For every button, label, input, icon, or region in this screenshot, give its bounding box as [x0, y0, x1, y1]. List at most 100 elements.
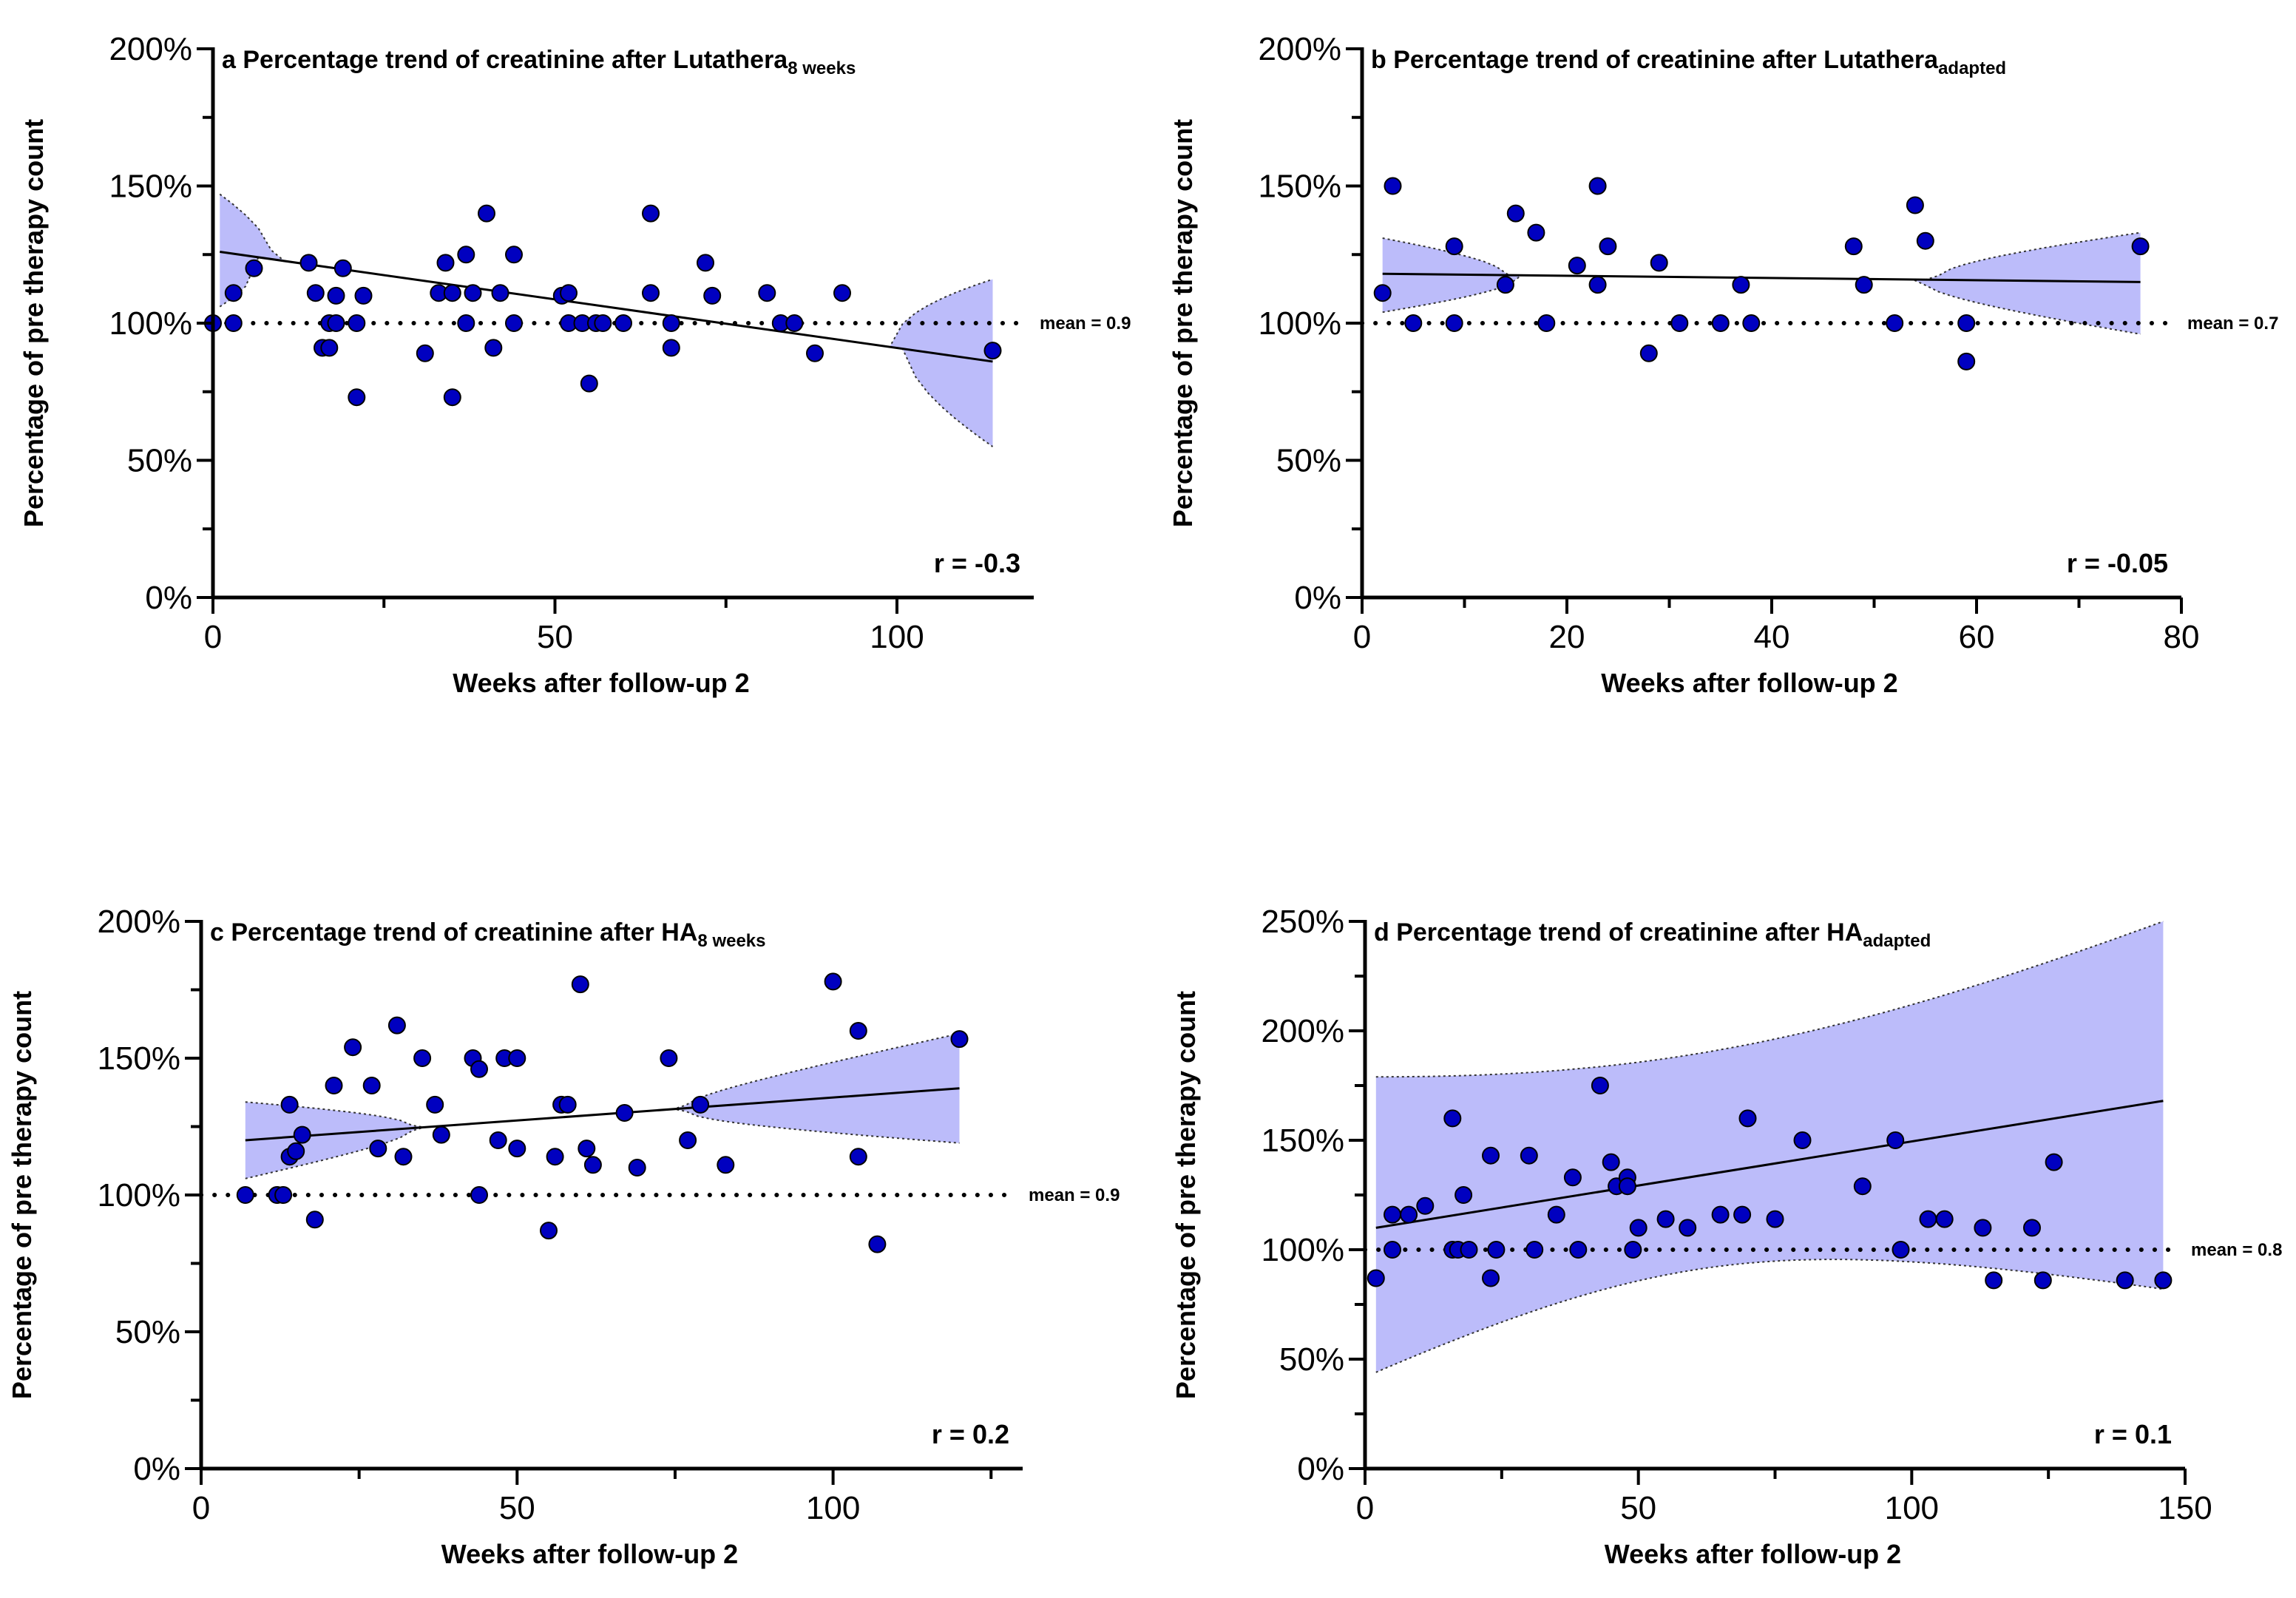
- data-point: [508, 1049, 526, 1067]
- data-point: [1445, 314, 1463, 332]
- data-point: [1487, 1241, 1506, 1259]
- y-tick-label: 0%: [1294, 580, 1341, 616]
- data-point: [1985, 1271, 2003, 1290]
- regression-line: [1382, 272, 2141, 283]
- data-point: [691, 1095, 710, 1114]
- confidence-band: [1382, 232, 2141, 334]
- data-point: [1482, 1146, 1500, 1165]
- data-point: [505, 314, 523, 332]
- data-point: [443, 388, 461, 407]
- data-point: [1384, 1205, 1401, 1224]
- panel-title-main: b Percentage trend of creatinine after L…: [1371, 46, 1939, 74]
- data-point: [327, 314, 345, 332]
- data-point: [327, 286, 345, 305]
- data-point: [333, 259, 352, 277]
- correlation-label: r = -0.3: [934, 548, 1020, 578]
- y-tick-label: 0%: [1297, 1451, 1344, 1487]
- data-point: [849, 1148, 867, 1166]
- data-point: [628, 1159, 646, 1177]
- data-point: [1520, 1146, 1538, 1165]
- data-point: [2116, 1271, 2134, 1290]
- data-point: [833, 284, 851, 302]
- x-tick-label: 0: [1353, 619, 1371, 655]
- y-tick-label: 150%: [1258, 169, 1341, 205]
- data-point: [615, 1104, 634, 1122]
- data-point: [642, 204, 660, 223]
- x-axis-label: Weeks after follow-up 2: [453, 668, 749, 698]
- data-point: [299, 254, 318, 272]
- data-point: [1547, 1205, 1565, 1224]
- data-point: [660, 1049, 678, 1067]
- data-point: [416, 344, 434, 362]
- data-point: [1886, 1131, 1905, 1149]
- data-point: [560, 284, 578, 302]
- data-point: [1599, 237, 1617, 256]
- data-point: [1916, 231, 1934, 250]
- data-point: [558, 1095, 577, 1114]
- data-point: [546, 1148, 564, 1166]
- data-point: [1416, 1196, 1435, 1215]
- data-point: [1656, 1210, 1675, 1228]
- confidence-band-lower: [1375, 1259, 2164, 1373]
- data-point: [484, 339, 503, 357]
- x-tick-label: 100: [1885, 1490, 1939, 1526]
- y-tick-label: 50%: [1276, 443, 1341, 479]
- panel-title-main: c Percentage trend of creatinine after H…: [210, 918, 697, 947]
- data-point: [1569, 1241, 1588, 1259]
- confidence-band-upper: [1375, 921, 2164, 1078]
- panel-d: 0% 50% 100% 150% 200% 250% 0 50 100 150 Weeks afte…: [1171, 904, 2282, 1569]
- data-point: [1384, 1241, 1401, 1259]
- mean-label: mean = 0.7: [2187, 314, 2278, 334]
- data-point: [849, 1022, 867, 1040]
- data-point: [348, 314, 366, 332]
- x-axis-label: Weeks after follow-up 2: [1601, 668, 1897, 698]
- y-tick-label: 200%: [109, 31, 192, 67]
- y-tick-label: 150%: [109, 169, 192, 205]
- data-point: [293, 1125, 311, 1144]
- data-point: [508, 1140, 526, 1158]
- data-point: [1482, 1269, 1500, 1287]
- data-point: [1460, 1241, 1478, 1259]
- data-point: [806, 344, 824, 362]
- data-point: [413, 1049, 432, 1067]
- y-tick-label: 0%: [145, 580, 192, 616]
- data-point: [1373, 284, 1392, 302]
- data-point: [983, 342, 1002, 360]
- data-point: [583, 1156, 602, 1174]
- panel-c: 0% 50% 100% 150% 200% 0 50 100 Weeks after follo…: [7, 904, 1120, 1569]
- regression-line: [245, 1087, 960, 1142]
- data-point: [2023, 1219, 2041, 1237]
- x-tick-label: 0: [1356, 1490, 1374, 1526]
- mean-label: mean = 0.9: [1040, 314, 1131, 334]
- data-point: [1738, 1109, 1757, 1128]
- data-point: [224, 314, 243, 332]
- confidence-band: [245, 1033, 960, 1179]
- data-point: [478, 204, 495, 223]
- x-tick-label: 50: [1620, 1490, 1656, 1526]
- panel-a: 0% 50% 100% 150% 200% 0 50 100 Weeks after follo…: [18, 31, 1131, 698]
- data-point: [325, 1077, 343, 1094]
- data-point: [703, 286, 722, 305]
- data-point: [1670, 314, 1689, 332]
- data-point: [1563, 1168, 1582, 1187]
- y-axis-label: Percentage of pre therapy count: [7, 991, 37, 1399]
- data-point: [1639, 344, 1658, 362]
- data-point: [1853, 1177, 1872, 1196]
- data-point: [1506, 204, 1525, 223]
- data-point: [1906, 196, 1924, 214]
- data-point: [348, 388, 366, 407]
- x-tick-label: 0: [204, 619, 222, 655]
- y-tick-label: 50%: [115, 1314, 180, 1350]
- x-tick-label: 20: [1549, 619, 1585, 655]
- data-point: [320, 339, 339, 357]
- y-axis-label: Percentage of pre therapy count: [18, 119, 49, 527]
- x-tick-label: 150: [2158, 1490, 2212, 1526]
- data-point: [436, 254, 455, 272]
- y-tick-label: 0%: [133, 1451, 180, 1487]
- data-point: [679, 1131, 697, 1149]
- confidence-band-upper: [245, 1032, 960, 1128]
- data-point: [1404, 314, 1423, 332]
- data-point: [571, 975, 589, 994]
- data-point: [432, 1125, 450, 1144]
- data-point: [287, 1142, 305, 1160]
